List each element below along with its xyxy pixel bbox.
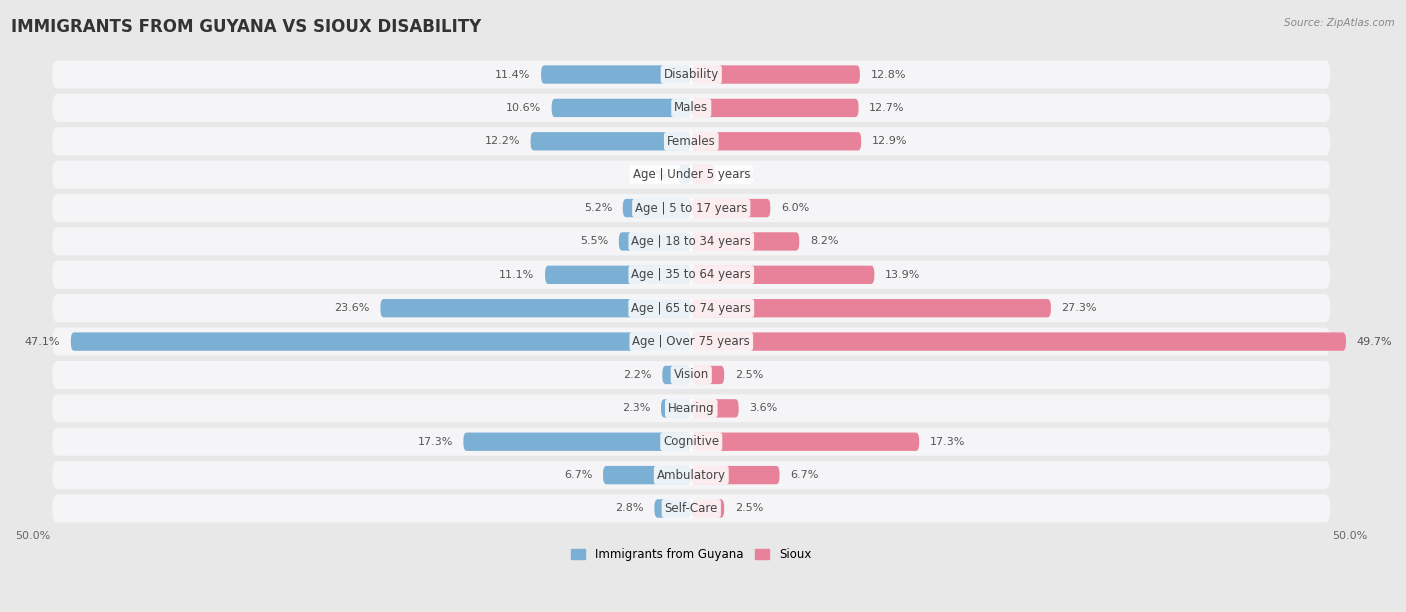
Text: 12.2%: 12.2%: [485, 136, 520, 146]
FancyBboxPatch shape: [661, 399, 692, 417]
FancyBboxPatch shape: [692, 332, 1346, 351]
FancyBboxPatch shape: [654, 499, 692, 518]
FancyBboxPatch shape: [692, 366, 724, 384]
Text: 17.3%: 17.3%: [418, 437, 453, 447]
FancyBboxPatch shape: [52, 61, 1330, 89]
Text: 11.4%: 11.4%: [495, 70, 530, 80]
Text: 6.7%: 6.7%: [564, 470, 592, 480]
Text: 12.8%: 12.8%: [870, 70, 905, 80]
FancyBboxPatch shape: [52, 327, 1330, 356]
FancyBboxPatch shape: [381, 299, 692, 318]
Legend: Immigrants from Guyana, Sioux: Immigrants from Guyana, Sioux: [567, 543, 815, 566]
FancyBboxPatch shape: [464, 433, 692, 451]
Text: Self-Care: Self-Care: [665, 502, 718, 515]
Text: 2.5%: 2.5%: [735, 504, 763, 513]
FancyBboxPatch shape: [692, 99, 859, 117]
FancyBboxPatch shape: [530, 132, 692, 151]
Text: Females: Females: [666, 135, 716, 147]
Text: Age | 65 to 74 years: Age | 65 to 74 years: [631, 302, 751, 315]
FancyBboxPatch shape: [52, 461, 1330, 489]
FancyBboxPatch shape: [678, 165, 692, 184]
FancyBboxPatch shape: [52, 294, 1330, 323]
Text: 17.3%: 17.3%: [929, 437, 965, 447]
FancyBboxPatch shape: [692, 266, 875, 284]
FancyBboxPatch shape: [692, 399, 738, 417]
Text: 12.9%: 12.9%: [872, 136, 907, 146]
FancyBboxPatch shape: [692, 466, 779, 484]
FancyBboxPatch shape: [692, 499, 724, 518]
FancyBboxPatch shape: [52, 228, 1330, 255]
Text: 10.6%: 10.6%: [506, 103, 541, 113]
FancyBboxPatch shape: [52, 127, 1330, 155]
FancyBboxPatch shape: [692, 199, 770, 217]
Text: 1.8%: 1.8%: [725, 170, 754, 180]
FancyBboxPatch shape: [692, 165, 716, 184]
Text: 6.7%: 6.7%: [790, 470, 818, 480]
Text: 2.8%: 2.8%: [616, 504, 644, 513]
FancyBboxPatch shape: [692, 233, 799, 251]
FancyBboxPatch shape: [662, 366, 692, 384]
Text: 13.9%: 13.9%: [884, 270, 921, 280]
Text: Vision: Vision: [673, 368, 709, 381]
FancyBboxPatch shape: [52, 261, 1330, 289]
FancyBboxPatch shape: [52, 361, 1330, 389]
Text: 5.5%: 5.5%: [581, 236, 609, 247]
Text: Males: Males: [675, 102, 709, 114]
Text: 11.1%: 11.1%: [499, 270, 534, 280]
Text: IMMIGRANTS FROM GUYANA VS SIOUX DISABILITY: IMMIGRANTS FROM GUYANA VS SIOUX DISABILI…: [11, 18, 481, 36]
FancyBboxPatch shape: [541, 65, 692, 84]
FancyBboxPatch shape: [52, 194, 1330, 222]
Text: Age | 35 to 64 years: Age | 35 to 64 years: [631, 268, 751, 282]
FancyBboxPatch shape: [546, 266, 692, 284]
FancyBboxPatch shape: [623, 199, 692, 217]
FancyBboxPatch shape: [52, 494, 1330, 523]
Text: Age | 5 to 17 years: Age | 5 to 17 years: [636, 201, 748, 215]
FancyBboxPatch shape: [52, 161, 1330, 188]
FancyBboxPatch shape: [692, 299, 1050, 318]
FancyBboxPatch shape: [52, 94, 1330, 122]
Text: 3.6%: 3.6%: [749, 403, 778, 413]
FancyBboxPatch shape: [551, 99, 692, 117]
Text: 47.1%: 47.1%: [25, 337, 60, 346]
Text: Age | Over 75 years: Age | Over 75 years: [633, 335, 751, 348]
FancyBboxPatch shape: [70, 332, 692, 351]
Text: Age | Under 5 years: Age | Under 5 years: [633, 168, 749, 181]
Text: 2.2%: 2.2%: [623, 370, 652, 380]
Text: 5.2%: 5.2%: [583, 203, 612, 213]
Text: Ambulatory: Ambulatory: [657, 469, 725, 482]
FancyBboxPatch shape: [692, 65, 860, 84]
Text: Source: ZipAtlas.com: Source: ZipAtlas.com: [1284, 18, 1395, 28]
Text: Hearing: Hearing: [668, 402, 714, 415]
Text: 1.0%: 1.0%: [640, 170, 668, 180]
Text: 2.5%: 2.5%: [735, 370, 763, 380]
Text: 49.7%: 49.7%: [1357, 337, 1392, 346]
FancyBboxPatch shape: [692, 433, 920, 451]
Text: Cognitive: Cognitive: [664, 435, 720, 448]
Text: 23.6%: 23.6%: [335, 303, 370, 313]
FancyBboxPatch shape: [692, 132, 862, 151]
Text: Disability: Disability: [664, 68, 718, 81]
Text: 6.0%: 6.0%: [780, 203, 808, 213]
Text: 27.3%: 27.3%: [1062, 303, 1097, 313]
FancyBboxPatch shape: [619, 233, 692, 251]
FancyBboxPatch shape: [52, 428, 1330, 456]
Text: 12.7%: 12.7%: [869, 103, 904, 113]
Text: Age | 18 to 34 years: Age | 18 to 34 years: [631, 235, 751, 248]
Text: 8.2%: 8.2%: [810, 236, 838, 247]
FancyBboxPatch shape: [603, 466, 692, 484]
FancyBboxPatch shape: [52, 394, 1330, 422]
Text: 2.3%: 2.3%: [621, 403, 651, 413]
